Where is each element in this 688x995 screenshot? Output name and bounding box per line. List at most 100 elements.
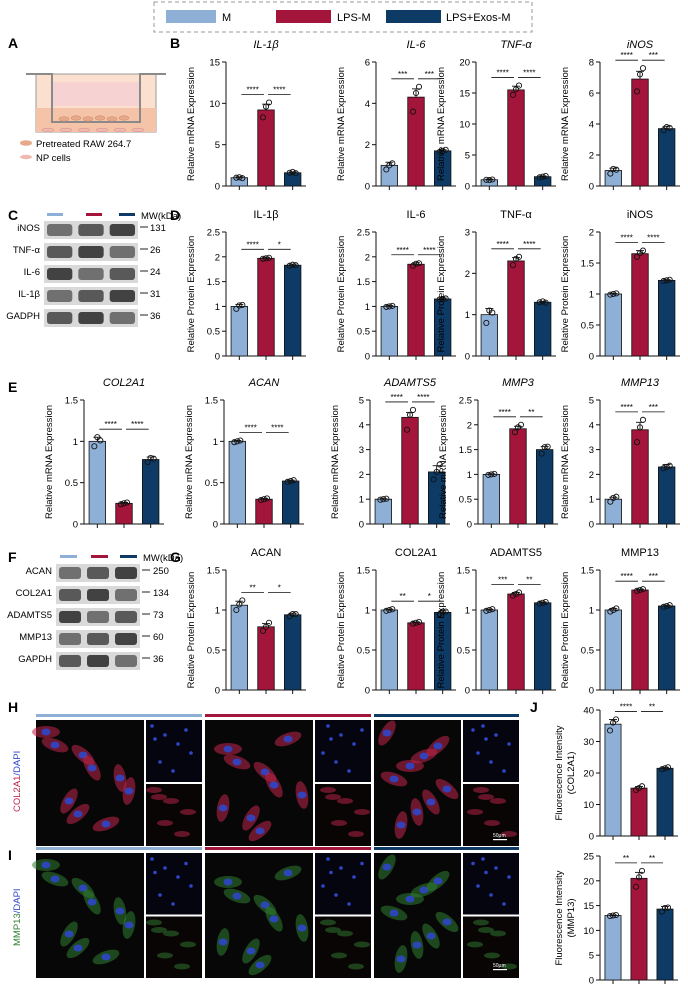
- blot-band: [109, 246, 135, 258]
- data-point: [265, 619, 273, 626]
- data-point: [542, 173, 549, 180]
- data-point: [265, 254, 273, 261]
- data-point: [409, 620, 417, 627]
- dapi-dot: [494, 733, 498, 737]
- legend-label-m: M: [222, 12, 231, 24]
- data-point: [287, 477, 294, 485]
- data-point: [233, 305, 240, 312]
- data-point: [632, 786, 640, 794]
- bar: [534, 602, 552, 691]
- significance-label: **: [526, 575, 532, 584]
- data-point: [409, 262, 417, 269]
- y-tick-label: 2: [589, 470, 594, 481]
- data-point: [412, 260, 420, 267]
- y-tick-label: 0.5: [65, 478, 78, 489]
- np-cell: [41, 127, 55, 133]
- bar: [407, 263, 425, 357]
- chart-title: TNF-α: [500, 39, 532, 51]
- blot-row-label: MMP13: [19, 632, 52, 643]
- nucleus: [412, 941, 422, 949]
- blot-c-mw-header: MW(kDa): [141, 211, 181, 222]
- blot-mw-label: 73: [153, 610, 164, 621]
- panel-label-j: J: [530, 699, 538, 715]
- data-point: [638, 867, 646, 874]
- group-bar: [374, 847, 519, 850]
- data-point: [483, 176, 490, 183]
- blot-band: [115, 567, 137, 579]
- y-tick-label: 20: [583, 876, 594, 887]
- bar-chart: 0 0.5 1 1.5 2 2.5 IL-1β Relative Protein Expres…: [186, 209, 306, 363]
- dapi-dot: [184, 728, 188, 732]
- data-point: [491, 470, 498, 477]
- bar: [482, 473, 501, 525]
- data-point: [286, 262, 293, 269]
- y-tick-label: 1: [589, 606, 594, 617]
- data-point: [284, 478, 291, 485]
- stain-cell: [174, 831, 190, 837]
- data-point: [386, 303, 393, 310]
- legend-raw-label: Pretreated RAW 264.7: [36, 139, 131, 150]
- bar-chart: 0 1 2 3 TNF-α Relative Protein Expression ****…: [436, 209, 556, 363]
- bar: [604, 723, 622, 837]
- blot-row-label: iNOS: [17, 223, 40, 234]
- data-point: [512, 590, 520, 598]
- y-tick-label: 1: [365, 606, 370, 617]
- nucleus: [269, 781, 279, 789]
- bar: [141, 459, 160, 525]
- blot-row-label: GADPH: [6, 311, 40, 322]
- bar-chart: 0 1 2 3 4 5 ADAMTS5 Relative mRNA Expression ***…: [330, 377, 450, 531]
- western-blot-f: MW(kDa) ACAN 250 COL2A1 134 ADAMTS5 73 MMP13 60…: [7, 553, 183, 670]
- y-axis-label: Relative mRNA Expression: [560, 67, 571, 181]
- stain-cell: [157, 820, 173, 826]
- data-point: [544, 443, 551, 450]
- group-bar: [36, 847, 202, 850]
- bar: [281, 480, 300, 525]
- data-point: [442, 295, 449, 302]
- data-point: [257, 496, 265, 504]
- nucleus: [297, 924, 307, 932]
- dapi-dot: [476, 751, 480, 755]
- data-point: [639, 65, 647, 72]
- significance-label: ****: [131, 420, 143, 429]
- data-point: [389, 302, 396, 309]
- y-tick-label: 0: [365, 686, 370, 697]
- data-point: [536, 174, 543, 181]
- chart-title: iNOS: [627, 209, 653, 221]
- data-point: [663, 124, 670, 131]
- data-point: [489, 309, 496, 316]
- dapi-dot: [171, 769, 175, 773]
- nucleus: [50, 741, 60, 749]
- significance-label: ***: [425, 70, 434, 79]
- bar-chart: 0 0.5 1 1.5 ADAMTS5 Relative Protein Expressi…: [436, 547, 556, 697]
- y-tick-label: 1.5: [65, 396, 78, 407]
- y-tick-label: 4: [359, 420, 364, 431]
- blot-mw-label: 131: [150, 223, 166, 234]
- y-tick-label: 2: [589, 228, 594, 239]
- nucleus: [433, 877, 443, 885]
- data-point: [632, 883, 640, 890]
- data-point: [485, 471, 492, 478]
- y-tick-label: 2: [467, 420, 472, 431]
- chart-title: ADAMTS5: [383, 377, 437, 389]
- y-tick-label: 10: [459, 120, 470, 131]
- blot-mw-label: 31: [150, 289, 161, 300]
- data-point: [633, 439, 641, 446]
- dapi-dot: [334, 760, 338, 764]
- y-axis-label: Relative mRNA Expression: [330, 405, 341, 519]
- legend-swatch-m: [166, 10, 216, 23]
- raw-cell: [94, 115, 106, 121]
- dapi-dot: [494, 866, 498, 870]
- group-bar: [374, 714, 519, 717]
- data-point: [120, 500, 128, 507]
- significance-label: **: [649, 702, 655, 711]
- y-axis-label: Relative Protein Expression: [436, 572, 447, 689]
- y-tick-label: 6: [365, 58, 370, 69]
- y-tick-label: 0: [467, 520, 472, 531]
- y-axis-label: Fluorescence Intensity: [554, 725, 565, 820]
- blot-row-label: GAPDH: [18, 654, 52, 665]
- data-point: [613, 166, 620, 173]
- data-point: [610, 494, 617, 502]
- bar: [507, 260, 525, 357]
